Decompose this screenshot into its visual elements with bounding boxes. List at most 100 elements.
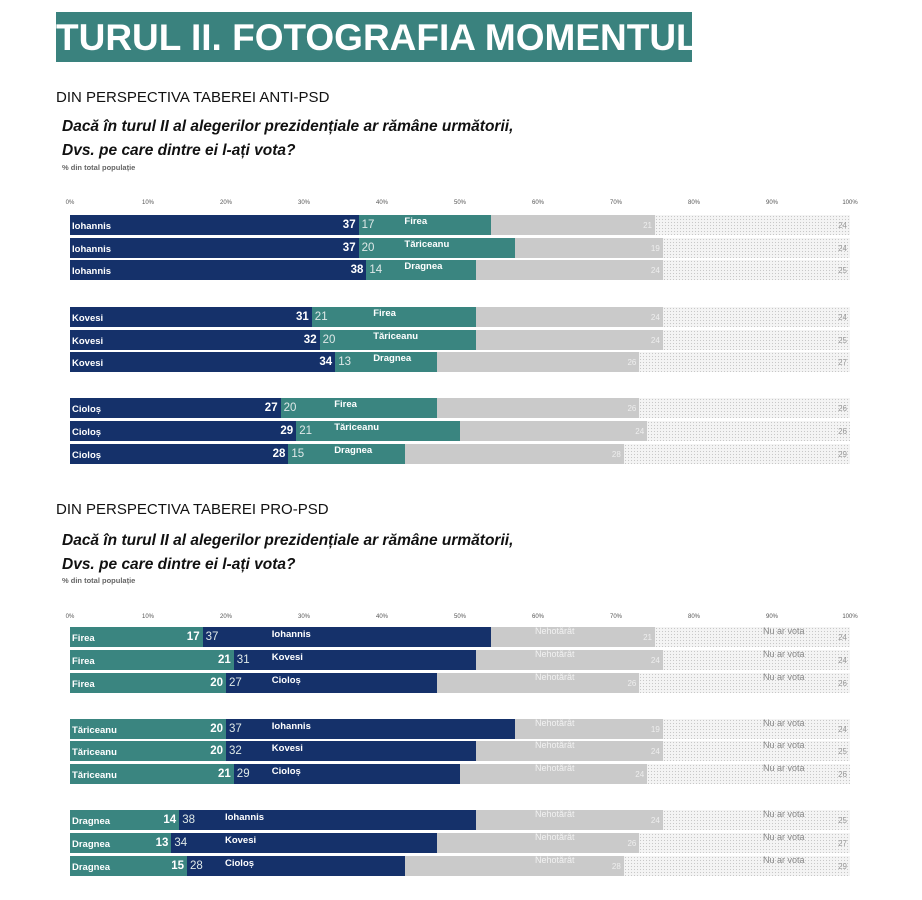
bar-segment-no-vote: 25 bbox=[662, 810, 850, 830]
bar-segment-first: Iohannis 38 bbox=[70, 260, 367, 280]
value-undecided: 26 bbox=[627, 404, 637, 413]
value-no-vote: 24 bbox=[838, 221, 847, 230]
candidate-b-label: Firea bbox=[404, 216, 428, 227]
candidate-a-label: Dragnea bbox=[72, 839, 111, 850]
x-tick-label: 60% bbox=[531, 614, 545, 620]
value-a: 20 bbox=[210, 677, 223, 689]
candidate-b-label: Cioloș bbox=[271, 675, 301, 686]
bar-segment-no-vote: 24 bbox=[655, 215, 850, 235]
bar-segment-second: 38 Iohannis bbox=[179, 810, 476, 830]
value-a: 29 bbox=[280, 425, 294, 437]
bar-segment-first: Tăriceanu 20 bbox=[70, 719, 226, 739]
chart-subtitle: % din total populație bbox=[62, 163, 136, 172]
value-undecided: 24 bbox=[650, 816, 660, 825]
bar-segment-first: Dragnea 13 bbox=[70, 833, 172, 853]
value-no-vote: 26 bbox=[838, 770, 847, 779]
bar-segment-no-vote: 24 bbox=[662, 238, 850, 258]
bar-segment-second: 31 Kovesi bbox=[233, 650, 476, 670]
bar-segment-first: Iohannis 37 bbox=[70, 238, 359, 258]
value-a: 28 bbox=[272, 448, 286, 460]
bar-segment-second: 20 Firea bbox=[280, 398, 437, 418]
bar-segment-second: 32 Kovesi bbox=[226, 741, 476, 761]
bar-segment-no-vote: 24 bbox=[662, 719, 850, 739]
x-tick-label: 60% bbox=[531, 200, 545, 206]
x-tick-label: 30% bbox=[297, 614, 311, 620]
value-a: 32 bbox=[303, 334, 317, 346]
candidate-b-label: Dragnea bbox=[373, 353, 412, 364]
bar-segment-first: Tăriceanu 20 bbox=[70, 741, 226, 761]
value-undecided: 28 bbox=[611, 862, 621, 871]
candidate-a-label: Cioloș bbox=[72, 404, 102, 415]
no-vote-label: Nu ar vota bbox=[763, 649, 805, 659]
value-undecided: 24 bbox=[650, 266, 660, 275]
x-tick-label: 20% bbox=[219, 614, 233, 620]
value-undecided: 26 bbox=[627, 839, 637, 848]
x-tick-label: 80% bbox=[687, 200, 701, 206]
bar-segment-no-vote: 26 bbox=[639, 398, 850, 418]
bar-segment-undecided: 24 bbox=[475, 741, 663, 761]
undecided-label: Nehotărât bbox=[535, 626, 575, 636]
page-title: TURUL II. FOTOGRAFIA MOMENTULUI bbox=[56, 12, 692, 62]
bar-segment-second: 29 Cioloș bbox=[233, 764, 460, 784]
no-vote-label: Nu ar vota bbox=[763, 832, 805, 842]
undecided-label: Nehotărât bbox=[535, 832, 575, 842]
value-b: 32 bbox=[229, 745, 242, 757]
bar-segment-first: Firea 17 bbox=[70, 627, 203, 647]
value-b: 37 bbox=[205, 631, 219, 643]
no-vote-label: Nu ar vota bbox=[763, 855, 805, 865]
section-heading-pro-psd: DIN PERSPECTIVA TABEREI PRO-PSD bbox=[56, 501, 329, 518]
candidate-a-label: Firea bbox=[72, 679, 95, 690]
value-undecided: 26 bbox=[627, 358, 637, 367]
section-heading-anti-psd: DIN PERSPECTIVA TABEREI ANTI-PSD bbox=[56, 89, 330, 106]
candidate-b-label: Firea bbox=[373, 308, 396, 319]
value-a: 17 bbox=[186, 631, 200, 643]
value-b: 34 bbox=[174, 837, 188, 849]
x-tick-label: 100% bbox=[842, 614, 858, 620]
bar-segment-first: Firea 21 bbox=[70, 650, 234, 670]
x-tick-label: 10% bbox=[141, 200, 155, 206]
value-a: 34 bbox=[319, 356, 333, 368]
bar-segment-undecided: 26 bbox=[436, 833, 640, 853]
value-no-vote: 24 bbox=[838, 725, 847, 734]
value-a: 20 bbox=[210, 723, 223, 735]
candidate-a-label: Dragnea bbox=[72, 862, 111, 873]
question-line-1: Dacă în turul II al alegerilor prezidenț… bbox=[62, 532, 514, 549]
no-vote-label: Nu ar vota bbox=[763, 740, 805, 750]
value-b: 15 bbox=[291, 448, 305, 460]
value-undecided: 19 bbox=[650, 725, 660, 734]
no-vote-label: Nu ar vota bbox=[763, 672, 805, 682]
bar-segment-second: 21 Firea bbox=[311, 307, 476, 327]
bar-segment-no-vote: 29 bbox=[623, 444, 850, 464]
value-no-vote: 29 bbox=[838, 862, 847, 871]
bar-segment-no-vote: 24 bbox=[662, 307, 850, 327]
bar-segment-undecided: 28 bbox=[405, 856, 624, 876]
bar-segment-undecided: 24 bbox=[475, 650, 663, 670]
value-undecided: 24 bbox=[635, 427, 645, 436]
chart-subtitle: % din total populație bbox=[62, 576, 136, 585]
bar-segment-second: 17 Firea bbox=[358, 215, 492, 235]
bar-segment-first: Dragnea 15 bbox=[70, 856, 187, 876]
bar-segment-undecided: 24 bbox=[475, 260, 663, 280]
candidate-a-label: Cioloș bbox=[72, 427, 102, 438]
value-undecided: 26 bbox=[627, 679, 637, 688]
undecided-label: Nehotărât bbox=[535, 855, 575, 865]
candidate-b-label: Firea bbox=[334, 399, 357, 410]
candidate-a-label: Kovesi bbox=[72, 358, 104, 369]
bar-segment-first: Dragnea 14 bbox=[70, 810, 180, 830]
bar-segment-second: 14 Dragnea bbox=[366, 260, 476, 280]
candidate-b-label: Cioloș bbox=[271, 766, 301, 777]
bar-segment-undecided: 24 bbox=[460, 421, 648, 441]
bar-segment-undecided: 26 bbox=[436, 398, 640, 418]
candidate-a-label: Kovesi bbox=[72, 313, 104, 324]
bar-segment-second: 28 Cioloș bbox=[187, 856, 406, 876]
value-no-vote: 27 bbox=[838, 358, 847, 367]
value-undecided: 24 bbox=[650, 336, 660, 345]
value-a: 21 bbox=[218, 654, 231, 666]
bar-segment-undecided: 21 bbox=[491, 215, 655, 235]
value-a: 37 bbox=[342, 219, 356, 231]
candidate-a-label: Iohannis bbox=[72, 221, 112, 232]
candidate-b-label: Iohannis bbox=[224, 812, 265, 823]
value-b: 20 bbox=[283, 402, 297, 414]
value-no-vote: 25 bbox=[838, 816, 847, 825]
candidate-b-label: Kovesi bbox=[271, 743, 303, 754]
